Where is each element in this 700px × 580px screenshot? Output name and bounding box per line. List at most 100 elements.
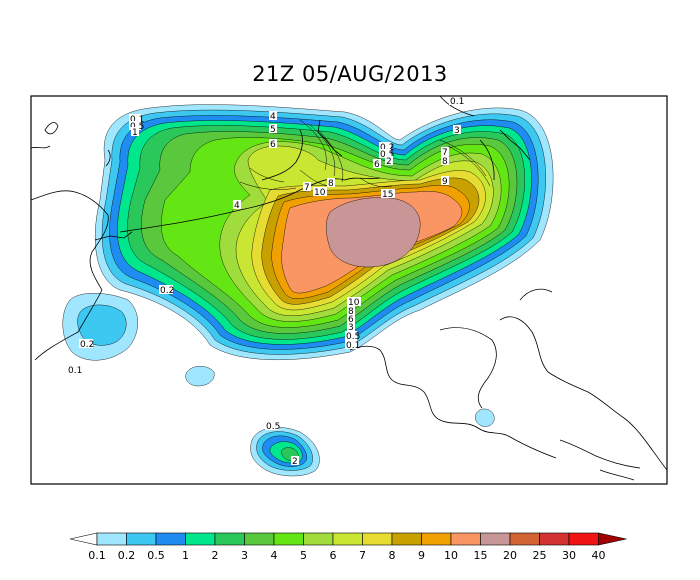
svg-text:7: 7 bbox=[304, 183, 310, 193]
colorbar-tick-label: 0.2 bbox=[118, 549, 136, 562]
svg-text:1: 1 bbox=[132, 128, 138, 138]
contour-label: 0.5 bbox=[345, 331, 360, 342]
contour-label: 3 bbox=[347, 322, 355, 333]
contour-label: 6 bbox=[269, 139, 277, 150]
svg-text:6: 6 bbox=[348, 315, 354, 325]
contour-labels: 0.1 0.5 1 4 5 6 4 7 10 8 0.1 3 0.2 0.5 2… bbox=[67, 96, 464, 467]
contour-label: 0.2 bbox=[159, 285, 174, 296]
colorbar-swatch bbox=[155, 532, 186, 546]
svg-text:0.1: 0.1 bbox=[450, 97, 464, 107]
contour-label: 7 bbox=[303, 182, 311, 193]
svg-text:0.2: 0.2 bbox=[80, 340, 94, 350]
coastlines bbox=[30, 95, 668, 481]
svg-text:0.1: 0.1 bbox=[68, 366, 82, 376]
svg-text:4: 4 bbox=[270, 112, 276, 122]
contour-label: 0.5 bbox=[265, 421, 280, 432]
colorbar-swatch bbox=[509, 532, 540, 546]
colorbar-swatch bbox=[185, 532, 216, 546]
colorbar-swatch bbox=[126, 532, 157, 546]
svg-text:5: 5 bbox=[270, 125, 276, 135]
field-west-0.2 bbox=[77, 304, 127, 346]
contour-label: 0.5 bbox=[379, 149, 394, 160]
colorbar-tick-label: 5 bbox=[300, 549, 307, 562]
svg-text:6: 6 bbox=[270, 140, 276, 150]
svg-text:0.2: 0.2 bbox=[160, 286, 174, 296]
contour-lines bbox=[239, 119, 491, 190]
colorbar-tick-label: 0.5 bbox=[147, 549, 165, 562]
contour-label: 9 bbox=[441, 176, 449, 187]
colorbar-swatch bbox=[480, 532, 511, 546]
colorbar-tick-label: 9 bbox=[418, 549, 425, 562]
colorbar-tick-label: 1 bbox=[182, 549, 189, 562]
contour-label: 0.1 bbox=[67, 365, 82, 376]
contour-label: 15 bbox=[381, 189, 395, 200]
svg-text:2: 2 bbox=[386, 157, 392, 167]
colorbar-swatch bbox=[96, 532, 127, 546]
colorbar-swatch bbox=[391, 532, 422, 546]
contour-label: 5 bbox=[269, 124, 277, 135]
svg-text:0.1: 0.1 bbox=[346, 341, 360, 351]
colorbar-tick-label: 40 bbox=[592, 549, 606, 562]
colorbar-swatch bbox=[568, 532, 599, 546]
colorbar-tick-label: 0.1 bbox=[88, 549, 106, 562]
colorbar-tick-label: 15 bbox=[474, 549, 488, 562]
svg-text:8: 8 bbox=[442, 157, 448, 167]
svg-text:3: 3 bbox=[348, 323, 354, 333]
field-east-0.1 bbox=[475, 408, 495, 427]
contour-label: 3 bbox=[453, 125, 461, 136]
contour-label: 6 bbox=[373, 159, 381, 170]
svg-text:10: 10 bbox=[314, 188, 326, 198]
map-title: 21Z 05/AUG/2013 bbox=[252, 62, 448, 86]
contour-label: 0.2 bbox=[379, 142, 394, 153]
contour-label: 0.1 bbox=[129, 114, 144, 125]
colorbar-tick-label: 6 bbox=[330, 549, 337, 562]
contour-label: 0.1 bbox=[449, 96, 464, 107]
contour-label: 2 bbox=[385, 156, 393, 167]
svg-text:6: 6 bbox=[374, 160, 380, 170]
colorbar-tick-label: 30 bbox=[562, 549, 576, 562]
svg-text:0.1: 0.1 bbox=[130, 115, 144, 125]
colorbar: 0.1 0.2 0.5 1 2 3 4 5 6 7 8 9 10 15 20 25 30 40 bbox=[69, 532, 627, 562]
contour-label: 6 bbox=[347, 314, 355, 325]
plot-frame bbox=[30, 95, 668, 485]
svg-text:3: 3 bbox=[454, 126, 460, 136]
svg-text:10: 10 bbox=[348, 298, 360, 308]
colorbar-swatch bbox=[450, 532, 481, 546]
contour-label: 4 bbox=[233, 200, 241, 211]
contour-label: 2 bbox=[291, 456, 299, 467]
field-level-15 bbox=[326, 197, 421, 268]
svg-text:9: 9 bbox=[442, 177, 448, 187]
contour-label: 10 bbox=[313, 187, 327, 198]
colorbar-swatch bbox=[421, 532, 452, 546]
field-small-0.1 bbox=[185, 366, 215, 387]
colorbar-tick-label: 7 bbox=[359, 549, 366, 562]
svg-text:7: 7 bbox=[442, 148, 448, 158]
contour-label: 8 bbox=[347, 306, 355, 317]
svg-text:0.5: 0.5 bbox=[266, 422, 280, 432]
contour-label: 0.1 bbox=[345, 340, 360, 351]
contour-label: 4 bbox=[269, 111, 277, 122]
colorbar-tick-label: 25 bbox=[533, 549, 547, 562]
colorbar-tick-label: 8 bbox=[389, 549, 396, 562]
contour-label: 8 bbox=[441, 156, 449, 167]
colorbar-swatch bbox=[273, 532, 304, 546]
colorbar-swatch bbox=[244, 532, 275, 546]
colorbar-tick-label: 3 bbox=[241, 549, 248, 562]
svg-text:8: 8 bbox=[348, 307, 354, 317]
svg-text:0.5: 0.5 bbox=[380, 150, 394, 160]
svg-text:0.5: 0.5 bbox=[346, 332, 360, 342]
colorbar-tick-label: 20 bbox=[503, 549, 517, 562]
contour-label: 7 bbox=[441, 147, 449, 158]
colorbar-swatch bbox=[332, 532, 363, 546]
contour-label: 10 bbox=[347, 297, 361, 308]
contour-label: 1 bbox=[131, 127, 139, 138]
colorbar-swatch bbox=[214, 532, 245, 546]
colorbar-low-arrow bbox=[69, 532, 98, 546]
colorbar-swatch bbox=[303, 532, 334, 546]
svg-text:8: 8 bbox=[328, 179, 334, 189]
colorbar-high-arrow bbox=[598, 532, 627, 546]
svg-text:15: 15 bbox=[382, 190, 393, 200]
contour-label: 8 bbox=[327, 178, 335, 189]
colorbar-swatch bbox=[362, 532, 393, 546]
